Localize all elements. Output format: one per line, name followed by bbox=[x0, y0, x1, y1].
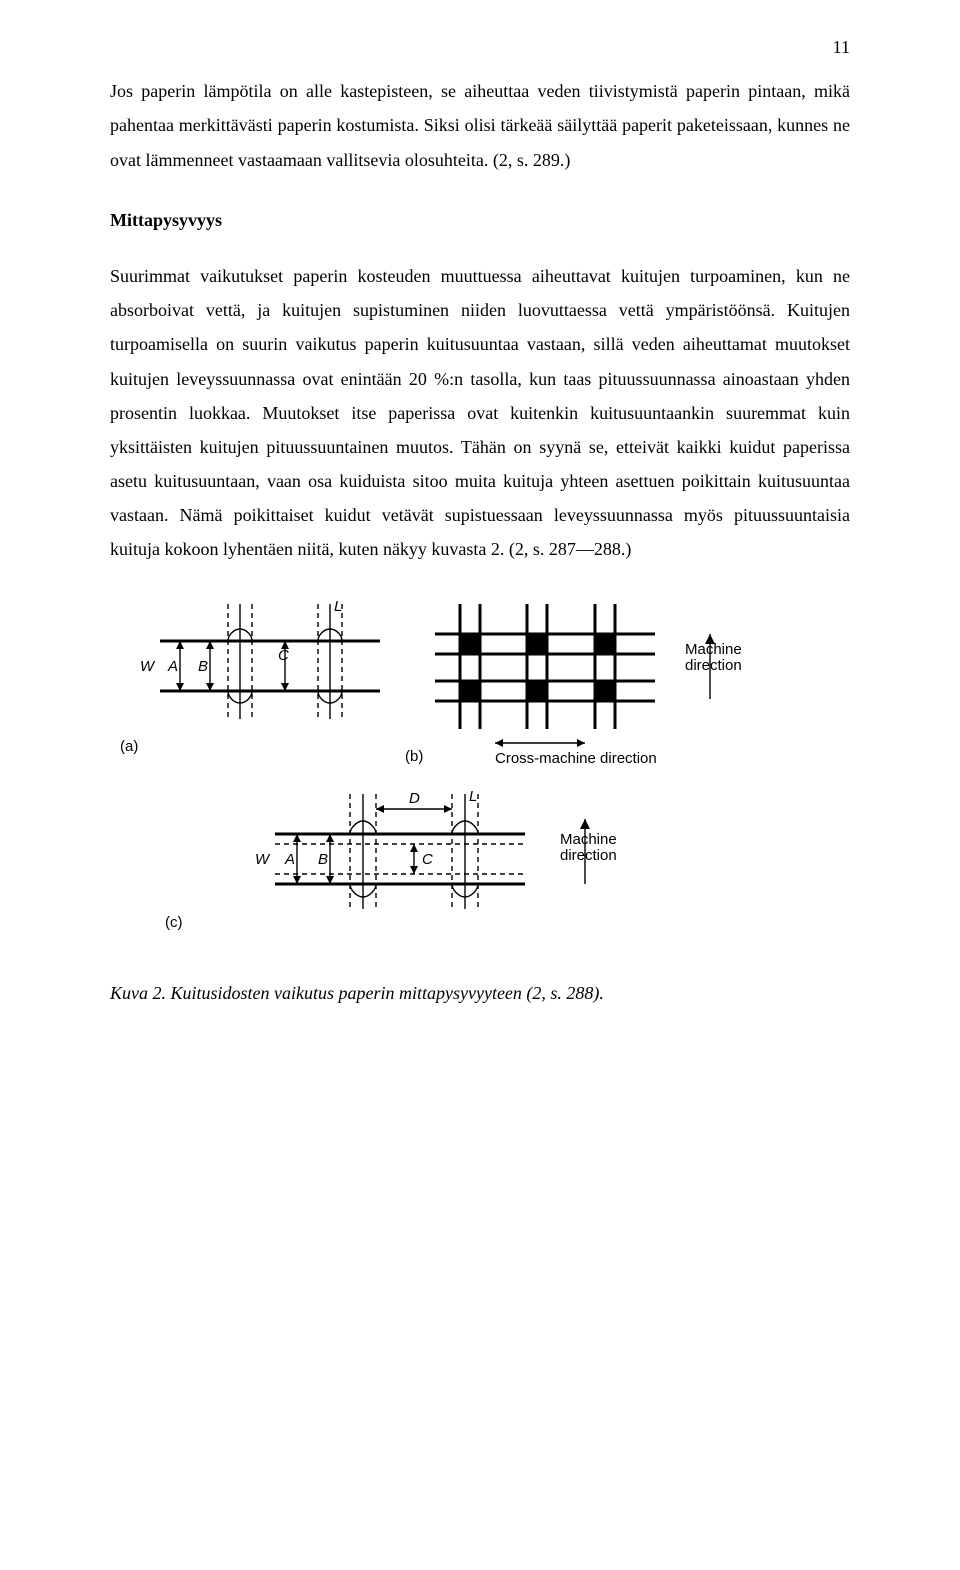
svg-text:Cross-machine direction: Cross-machine direction bbox=[495, 750, 657, 767]
section-heading: Mittapysyvyys bbox=[110, 203, 850, 237]
svg-text:Machinedirection: Machinedirection bbox=[560, 831, 617, 864]
svg-text:A: A bbox=[284, 851, 295, 868]
svg-text:A: A bbox=[167, 658, 178, 675]
svg-text:B: B bbox=[318, 851, 328, 868]
svg-text:C: C bbox=[422, 851, 433, 868]
svg-text:W: W bbox=[140, 658, 156, 675]
svg-text:(a): (a) bbox=[120, 738, 138, 755]
svg-text:(b): (b) bbox=[405, 748, 423, 765]
paragraph-1: Jos paperin lämpötila on alle kastepiste… bbox=[110, 74, 850, 177]
figure-2: WABCL(a)MachinedirectionCross-machine di… bbox=[110, 589, 850, 950]
page-number: 11 bbox=[110, 30, 850, 64]
paragraph-2: Suurimmat vaikutukset paperin kosteuden … bbox=[110, 259, 850, 567]
svg-text:(c): (c) bbox=[165, 914, 183, 931]
svg-text:L: L bbox=[469, 788, 477, 805]
svg-text:L: L bbox=[334, 598, 342, 615]
svg-text:W: W bbox=[255, 851, 271, 868]
svg-text:D: D bbox=[409, 790, 420, 807]
svg-text:C: C bbox=[278, 647, 289, 664]
svg-text:Machinedirection: Machinedirection bbox=[685, 641, 742, 674]
svg-text:B: B bbox=[198, 658, 208, 675]
page: 11 Jos paperin lämpötila on alle kastepi… bbox=[0, 0, 960, 1068]
figure-caption: Kuva 2. Kuitusidosten vaikutus paperin m… bbox=[110, 976, 850, 1010]
